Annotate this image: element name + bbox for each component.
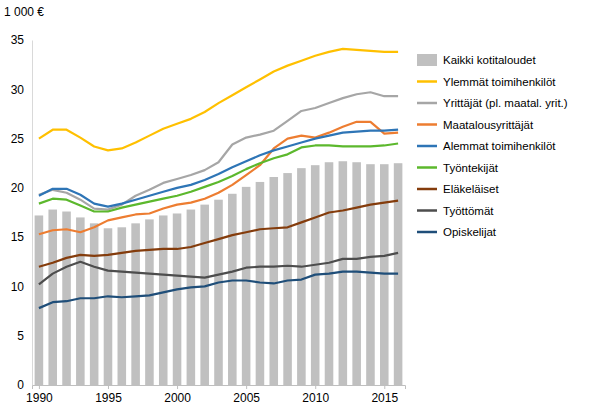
- x-tick-mark: [315, 385, 316, 389]
- x-tick-label: 2010: [302, 391, 329, 405]
- chart: 0 5 10 15 20 25 30 35 1990 1995 2000 2005 2010 2015 1 …: [0, 0, 605, 416]
- legend-swatch: [417, 102, 437, 105]
- x-tick-label: 1995: [95, 391, 122, 405]
- x-tick-mark: [39, 385, 40, 389]
- legend-item: Työttömät: [417, 205, 494, 217]
- y-tick: 20: [11, 181, 32, 195]
- legend-label: Kaikki kotitaloudet: [443, 54, 536, 66]
- legend-swatch: [417, 209, 437, 212]
- legend-swatch: [417, 188, 437, 191]
- legend-label: Työntekijät: [443, 162, 499, 174]
- x-tick-label: 2005: [233, 391, 260, 405]
- bar: [352, 162, 361, 385]
- bar: [228, 194, 237, 385]
- bar: [118, 227, 127, 385]
- y-tick: 15: [11, 230, 32, 244]
- line: [39, 272, 398, 308]
- y-tick: 35: [11, 33, 32, 47]
- bar: [90, 223, 99, 385]
- bar: [62, 212, 71, 385]
- y-tick: 25: [11, 132, 32, 146]
- legend-swatch: [417, 145, 437, 148]
- bar: [187, 210, 196, 385]
- bar: [283, 173, 292, 385]
- bar: [159, 215, 168, 385]
- legend-swatch: [417, 123, 437, 126]
- y-tick-label: 20: [11, 181, 25, 195]
- legend-swatch: [417, 231, 437, 234]
- marks: [35, 49, 403, 385]
- x-tick: 2005: [233, 385, 260, 405]
- y-axis-line: [32, 41, 33, 386]
- line: [39, 49, 398, 151]
- x-tick-label: 1990: [26, 391, 53, 405]
- legend-label: Yrittäjät (pl. maatal. yrit.): [443, 97, 568, 109]
- y-tick-label: 0: [17, 378, 24, 392]
- x-tick-mark: [384, 385, 385, 389]
- line: [39, 201, 398, 267]
- legend-label: Alemmat toimihenkilöt: [443, 140, 556, 152]
- bar: [269, 177, 278, 385]
- legend-item: Työntekijät: [417, 162, 499, 174]
- y-tick-label: 5: [17, 329, 24, 343]
- bar-series: [35, 161, 403, 385]
- y-tick-label: 25: [11, 132, 25, 146]
- bar: [242, 187, 251, 385]
- y-tick: 10: [11, 280, 32, 294]
- x-axis-line: [33, 386, 406, 390]
- x-tick-mark: [108, 385, 109, 389]
- y-tick-label: 10: [11, 280, 25, 294]
- x-axis: 1990 1995 2000 2005 2010 2015: [26, 385, 405, 405]
- legend-item: Alemmat toimihenkilöt: [417, 140, 556, 152]
- x-tick: 2015: [371, 385, 398, 405]
- plot-area: 0 5 10 15 20 25 30 35 1990 1995 2000 2005 2010 2015: [11, 33, 406, 404]
- bar: [48, 210, 57, 385]
- line: [39, 122, 398, 234]
- x-tick: 1990: [26, 385, 53, 405]
- legend-label: Opiskelijat: [443, 226, 497, 238]
- legend-item: Yrittäjät (pl. maatal. yrit.): [417, 97, 568, 109]
- bar: [104, 228, 113, 385]
- bar: [297, 168, 306, 385]
- x-tick: 1995: [95, 385, 122, 405]
- y-axis: 0 5 10 15 20 25 30 35: [11, 33, 33, 392]
- bar: [145, 219, 154, 385]
- y-tick-label: 35: [11, 33, 25, 47]
- y-tick: 5: [17, 329, 32, 343]
- bar: [200, 205, 209, 385]
- legend: Kaikki kotitaloudet Ylemmät toimihenkilöt…: [417, 54, 568, 238]
- x-tick: 2000: [164, 385, 191, 405]
- y-axis-title: 1 000 €: [4, 5, 44, 19]
- bar: [76, 217, 85, 385]
- legend-swatch: [417, 80, 437, 83]
- y-tick-label: 30: [11, 83, 25, 97]
- legend-label: Työttömät: [443, 205, 494, 217]
- bar: [366, 164, 375, 385]
- bar: [173, 213, 182, 385]
- legend-label: Eläkeläiset: [443, 183, 499, 195]
- x-tick-mark: [177, 385, 178, 389]
- x-tick-mark: [246, 385, 247, 389]
- legend-item: Ylemmät toimihenkilöt: [417, 76, 556, 88]
- bar: [131, 223, 140, 385]
- bar: [214, 200, 223, 385]
- legend-swatch: [417, 54, 437, 66]
- legend-item: Opiskelijat: [417, 226, 497, 238]
- line: [39, 253, 398, 285]
- x-tick-label: 2015: [371, 391, 398, 405]
- legend-label: Maatalousyrittäjät: [443, 119, 534, 131]
- bar: [35, 215, 44, 385]
- y-tick-label: 15: [11, 230, 25, 244]
- legend-item: Maatalousyrittäjät: [417, 119, 534, 131]
- x-tick: 2010: [302, 385, 329, 405]
- legend-item: Kaikki kotitaloudet: [417, 54, 536, 66]
- y-tick: 30: [11, 83, 32, 97]
- x-tick-label: 2000: [164, 391, 191, 405]
- line: [39, 144, 398, 212]
- legend-swatch: [417, 166, 437, 169]
- line: [39, 130, 398, 207]
- legend-item: Eläkeläiset: [417, 183, 499, 195]
- legend-label: Ylemmät toimihenkilöt: [443, 76, 556, 88]
